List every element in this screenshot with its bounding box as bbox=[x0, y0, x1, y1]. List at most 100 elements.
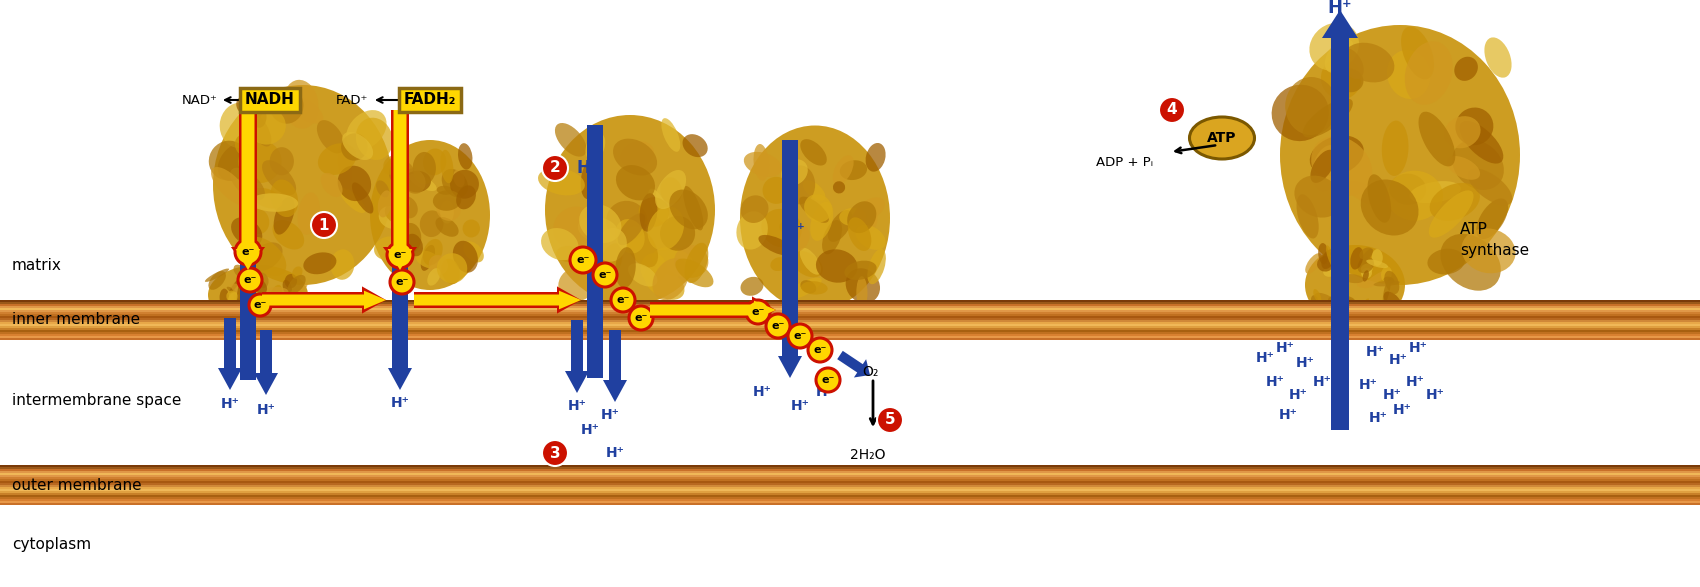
Text: NAD⁺: NAD⁺ bbox=[182, 93, 218, 106]
Ellipse shape bbox=[1360, 247, 1372, 259]
Ellipse shape bbox=[462, 220, 479, 238]
Ellipse shape bbox=[1384, 292, 1402, 312]
Ellipse shape bbox=[1350, 247, 1363, 269]
Ellipse shape bbox=[578, 217, 619, 243]
Ellipse shape bbox=[1343, 181, 1401, 211]
Ellipse shape bbox=[284, 274, 298, 288]
Ellipse shape bbox=[342, 132, 372, 160]
Ellipse shape bbox=[1367, 269, 1392, 284]
Text: e⁻: e⁻ bbox=[794, 331, 808, 341]
Ellipse shape bbox=[270, 147, 294, 176]
Ellipse shape bbox=[1447, 156, 1481, 180]
Ellipse shape bbox=[440, 201, 454, 224]
Ellipse shape bbox=[240, 297, 257, 306]
Ellipse shape bbox=[1382, 278, 1391, 304]
Bar bbox=[0, 332, 1700, 334]
Bar bbox=[0, 475, 1700, 477]
Ellipse shape bbox=[644, 266, 685, 300]
FancyArrow shape bbox=[388, 110, 413, 270]
Bar bbox=[0, 467, 1700, 469]
Ellipse shape bbox=[396, 196, 418, 218]
Ellipse shape bbox=[1363, 270, 1368, 282]
Bar bbox=[0, 479, 1700, 481]
Ellipse shape bbox=[252, 278, 267, 294]
Bar bbox=[0, 314, 1700, 316]
Ellipse shape bbox=[374, 237, 403, 260]
Text: e⁻: e⁻ bbox=[813, 345, 826, 355]
Text: matrix: matrix bbox=[12, 258, 61, 272]
Ellipse shape bbox=[1401, 26, 1435, 79]
Bar bbox=[0, 334, 1700, 336]
Bar bbox=[0, 477, 1700, 479]
Ellipse shape bbox=[267, 305, 279, 315]
Text: intermembrane space: intermembrane space bbox=[12, 393, 182, 407]
Circle shape bbox=[238, 268, 262, 292]
Circle shape bbox=[593, 263, 617, 287]
Ellipse shape bbox=[269, 312, 296, 323]
Text: H⁺: H⁺ bbox=[605, 446, 624, 460]
Bar bbox=[0, 473, 1700, 475]
Text: e⁻: e⁻ bbox=[751, 307, 765, 317]
Text: H⁺: H⁺ bbox=[1265, 375, 1285, 389]
Text: H⁺: H⁺ bbox=[576, 159, 600, 177]
Ellipse shape bbox=[537, 168, 585, 195]
Ellipse shape bbox=[457, 143, 473, 170]
Bar bbox=[0, 326, 1700, 328]
Ellipse shape bbox=[745, 152, 782, 177]
Text: e⁻: e⁻ bbox=[821, 375, 835, 385]
Ellipse shape bbox=[654, 170, 687, 209]
Ellipse shape bbox=[1272, 85, 1329, 141]
Bar bbox=[0, 300, 1700, 302]
Text: e⁻: e⁻ bbox=[772, 321, 785, 331]
Ellipse shape bbox=[1362, 264, 1372, 274]
Text: H⁺: H⁺ bbox=[1312, 375, 1331, 389]
Ellipse shape bbox=[802, 180, 826, 201]
Bar bbox=[0, 489, 1700, 491]
Bar bbox=[0, 471, 1700, 473]
Bar bbox=[0, 493, 1700, 495]
Bar bbox=[0, 324, 1700, 326]
Text: H⁺: H⁺ bbox=[581, 423, 600, 437]
Ellipse shape bbox=[648, 188, 670, 223]
Circle shape bbox=[767, 314, 791, 338]
Ellipse shape bbox=[1374, 302, 1389, 317]
Bar bbox=[0, 308, 1700, 310]
Ellipse shape bbox=[1309, 136, 1363, 176]
Ellipse shape bbox=[233, 294, 243, 317]
Bar bbox=[0, 336, 1700, 338]
Ellipse shape bbox=[1190, 117, 1255, 159]
Ellipse shape bbox=[847, 201, 876, 233]
Bar bbox=[240, 115, 257, 380]
Bar bbox=[0, 477, 1700, 479]
Bar bbox=[0, 332, 1700, 334]
Ellipse shape bbox=[845, 268, 881, 303]
Ellipse shape bbox=[763, 177, 791, 204]
Ellipse shape bbox=[371, 140, 490, 290]
Bar bbox=[0, 316, 1700, 318]
Bar bbox=[0, 326, 1700, 328]
Ellipse shape bbox=[252, 188, 282, 208]
Bar bbox=[0, 336, 1700, 338]
Bar bbox=[0, 475, 1700, 477]
Ellipse shape bbox=[1389, 174, 1426, 205]
Bar bbox=[0, 326, 1700, 328]
Ellipse shape bbox=[627, 263, 658, 286]
Ellipse shape bbox=[230, 307, 243, 326]
Ellipse shape bbox=[1358, 257, 1374, 274]
Text: H⁺: H⁺ bbox=[816, 385, 835, 399]
Circle shape bbox=[311, 212, 337, 238]
Bar bbox=[0, 336, 1700, 338]
Ellipse shape bbox=[437, 197, 461, 221]
Bar bbox=[0, 322, 1700, 324]
Bar bbox=[0, 491, 1700, 493]
Bar bbox=[0, 493, 1700, 495]
Ellipse shape bbox=[435, 217, 459, 237]
Ellipse shape bbox=[223, 288, 235, 308]
Text: 2H₂O: 2H₂O bbox=[850, 448, 886, 462]
Ellipse shape bbox=[231, 217, 262, 246]
Ellipse shape bbox=[823, 220, 842, 254]
Ellipse shape bbox=[736, 211, 768, 249]
Bar bbox=[0, 471, 1700, 473]
Bar bbox=[0, 330, 1700, 332]
Ellipse shape bbox=[377, 190, 393, 217]
